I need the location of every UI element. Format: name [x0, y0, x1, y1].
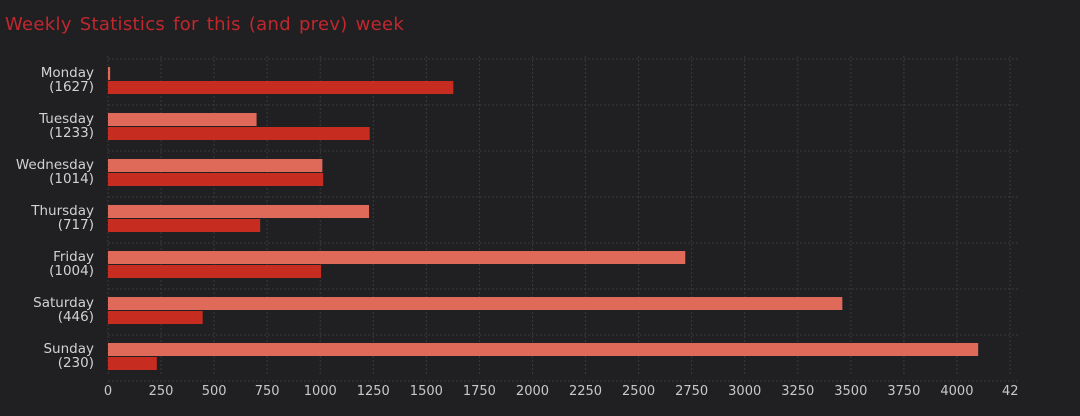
x-tick-label: 750: [255, 384, 280, 399]
category-label: Saturday: [33, 295, 94, 311]
x-tick-label: 3250: [781, 384, 814, 399]
bar-wednesday-series-1: [108, 159, 323, 172]
bar-sunday-series-2: [108, 357, 157, 370]
x-tick-label: 42: [1002, 384, 1019, 399]
category-count-label: (1233): [49, 125, 94, 141]
bar-monday-series-1: [108, 67, 111, 80]
x-tick-label: 2500: [622, 384, 655, 399]
x-tick-label: 1000: [304, 384, 337, 399]
category-label: Thursday: [30, 203, 94, 219]
chart-title: Weekly Statistics for this (and prev) we…: [5, 14, 405, 35]
category-label: Wednesday: [16, 157, 94, 173]
x-tick-label: 3000: [728, 384, 761, 399]
category-count-label: (717): [58, 217, 94, 233]
bar-saturday-series-2: [108, 311, 203, 324]
x-tick-label: 1500: [410, 384, 443, 399]
x-tick-label: 3500: [834, 384, 867, 399]
bar-wednesday-series-2: [108, 173, 324, 186]
category-label: Monday: [41, 65, 94, 81]
x-tick-label: 1250: [357, 384, 390, 399]
x-tick-label: 2000: [516, 384, 549, 399]
x-tick-label: 2250: [569, 384, 602, 399]
x-tick-label: 500: [202, 384, 227, 399]
bar-layer: [108, 67, 979, 370]
x-tick-label: 4000: [940, 384, 973, 399]
bar-monday-series-2: [108, 81, 454, 94]
bar-tuesday-series-2: [108, 127, 370, 140]
x-tick-label: 2750: [675, 384, 708, 399]
x-tick-label: 250: [149, 384, 174, 399]
category-count-label: (1014): [49, 171, 94, 187]
category-count-label: (1004): [49, 263, 94, 279]
bar-tuesday-series-1: [108, 113, 257, 126]
bar-thursday-series-1: [108, 205, 370, 218]
x-axis-ticks: 0 250 500 750 1000 1250 1500 1750 2000 2250 2500 27…: [104, 384, 1019, 399]
x-tick-label: 0: [104, 384, 112, 399]
bar-friday-series-2: [108, 265, 322, 278]
category-count-label: (1627): [49, 79, 94, 95]
category-count-label: (446): [58, 309, 94, 325]
category-label: Tuesday: [38, 111, 94, 127]
bar-saturday-series-1: [108, 297, 843, 310]
x-tick-label: 3750: [887, 384, 920, 399]
x-tick-label: 1750: [463, 384, 496, 399]
category-label: Friday: [53, 249, 94, 265]
category-labels: Monday(1627) Tuesday(1233) Wednesday(1014)…: [16, 65, 94, 371]
category-count-label: (230): [58, 355, 94, 371]
bar-sunday-series-1: [108, 343, 979, 356]
category-label: Sunday: [43, 341, 94, 357]
grid-layer: [107, 56, 1018, 382]
bar-thursday-series-2: [108, 219, 261, 232]
bar-friday-series-1: [108, 251, 686, 264]
